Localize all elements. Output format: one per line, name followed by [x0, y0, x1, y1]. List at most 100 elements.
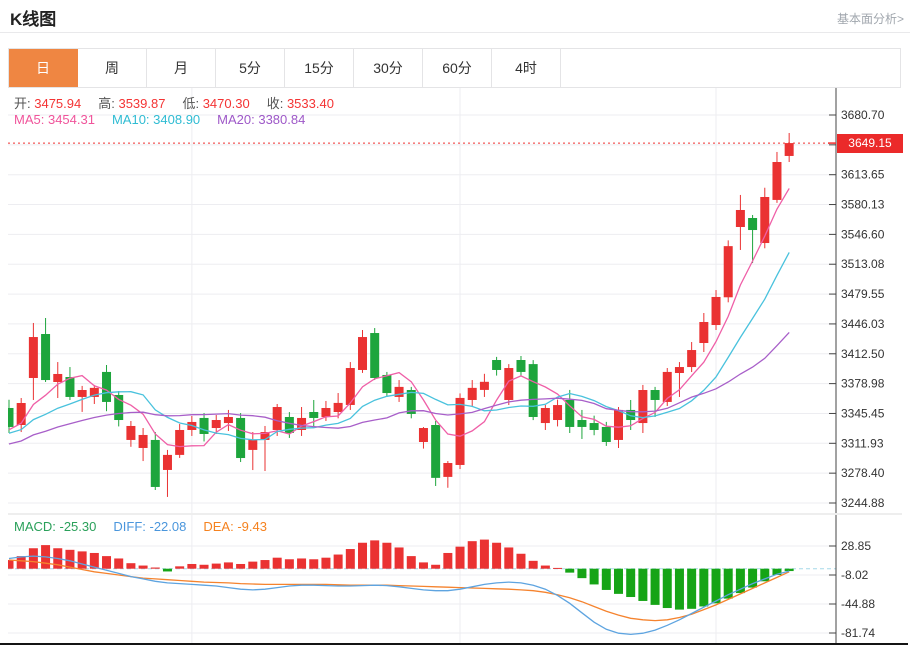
tab-day[interactable]: 日 — [9, 49, 78, 87]
candle[interactable] — [370, 328, 380, 381]
candle-body — [589, 423, 599, 430]
axis-label: 3479.55 — [841, 287, 885, 301]
macd-bar — [272, 557, 282, 569]
candle-body — [150, 439, 160, 487]
tab-60min[interactable]: 60分 — [423, 49, 492, 87]
candle[interactable] — [394, 380, 404, 402]
macd-bar — [699, 568, 709, 607]
candle-body — [162, 454, 172, 470]
candle[interactable] — [162, 449, 172, 497]
candle[interactable] — [5, 399, 14, 434]
candle[interactable] — [431, 420, 441, 486]
candle-body — [65, 377, 75, 397]
candle[interactable] — [565, 389, 575, 434]
candle[interactable] — [126, 420, 136, 447]
candle[interactable] — [102, 364, 112, 412]
candle[interactable] — [175, 424, 185, 458]
candle[interactable] — [28, 322, 38, 400]
candle[interactable] — [516, 355, 526, 376]
candle-body — [16, 403, 26, 425]
candle[interactable] — [479, 373, 489, 397]
candle[interactable] — [297, 407, 307, 436]
tab-30min[interactable]: 30分 — [354, 49, 423, 87]
candle[interactable] — [333, 393, 343, 419]
macd-bar — [77, 551, 87, 569]
candle[interactable] — [687, 342, 697, 373]
candle[interactable] — [41, 317, 51, 382]
tab-month[interactable]: 月 — [147, 49, 216, 87]
candle-body — [638, 390, 648, 424]
candle-body — [211, 420, 221, 429]
candle[interactable] — [638, 384, 648, 434]
macd-bar — [8, 560, 14, 569]
candle[interactable] — [309, 399, 319, 429]
candle[interactable] — [114, 390, 124, 427]
candle-body — [735, 209, 745, 227]
candle-body — [41, 334, 51, 381]
ohlc-legend-item: 高: 3539.87 — [98, 96, 166, 111]
candle[interactable] — [53, 362, 63, 399]
candle[interactable] — [467, 380, 477, 407]
fundamental-analysis-link[interactable]: 基本面分析> — [836, 12, 904, 26]
candle[interactable] — [321, 400, 331, 421]
candle[interactable] — [553, 399, 563, 427]
candle-body — [650, 390, 660, 400]
candle[interactable] — [150, 432, 160, 490]
candle[interactable] — [626, 399, 636, 430]
candle-body — [248, 439, 258, 450]
macd-bar — [89, 552, 99, 569]
macd-bar — [418, 562, 428, 569]
candle[interactable] — [784, 132, 794, 163]
candle[interactable] — [772, 151, 782, 203]
candle[interactable] — [711, 290, 721, 331]
candle-body — [370, 333, 380, 378]
candle-body — [711, 296, 721, 326]
candle[interactable] — [199, 412, 209, 442]
macd-bar — [370, 540, 380, 569]
candle-body — [77, 390, 87, 397]
tab-week[interactable]: 周 — [78, 49, 147, 87]
macd-bar — [65, 549, 75, 569]
candle[interactable] — [406, 386, 416, 419]
candle[interactable] — [418, 427, 428, 449]
candle[interactable] — [662, 368, 672, 406]
candle-body — [284, 416, 294, 434]
candle-body — [297, 417, 307, 430]
candle[interactable] — [16, 398, 26, 433]
macd-bar — [492, 542, 502, 569]
candle[interactable] — [455, 393, 465, 470]
candle[interactable] — [138, 428, 148, 462]
page-title: K线图 — [10, 10, 57, 29]
macd-bar — [650, 568, 660, 605]
macd-bar — [211, 563, 221, 569]
candle[interactable] — [540, 404, 550, 430]
macd-bar — [674, 568, 684, 610]
candle[interactable] — [699, 312, 709, 352]
candle[interactable] — [504, 364, 514, 405]
candle-body — [467, 387, 477, 400]
tab-4hour[interactable]: 4时 — [492, 49, 561, 87]
candle[interactable] — [443, 461, 453, 488]
candle-body — [772, 162, 782, 200]
macd-bar — [358, 542, 368, 569]
candle[interactable] — [760, 187, 770, 249]
candle[interactable] — [528, 360, 538, 421]
macd-bar — [735, 568, 745, 594]
tab-5min[interactable]: 5分 — [216, 49, 285, 87]
candle-body — [760, 196, 770, 244]
tab-15min[interactable]: 15分 — [285, 49, 354, 87]
macd-bar — [467, 541, 477, 569]
candle[interactable] — [723, 240, 733, 303]
macd-bar — [333, 554, 343, 569]
candle[interactable] — [211, 415, 221, 434]
candle[interactable] — [65, 367, 75, 400]
candle[interactable] — [674, 362, 684, 397]
candle[interactable] — [735, 194, 745, 250]
candle[interactable] — [492, 356, 502, 376]
candle[interactable] — [577, 409, 587, 439]
candle[interactable] — [358, 330, 368, 373]
candle[interactable] — [748, 214, 758, 264]
axis-label: 3513.08 — [841, 257, 885, 271]
candle[interactable] — [248, 432, 258, 471]
